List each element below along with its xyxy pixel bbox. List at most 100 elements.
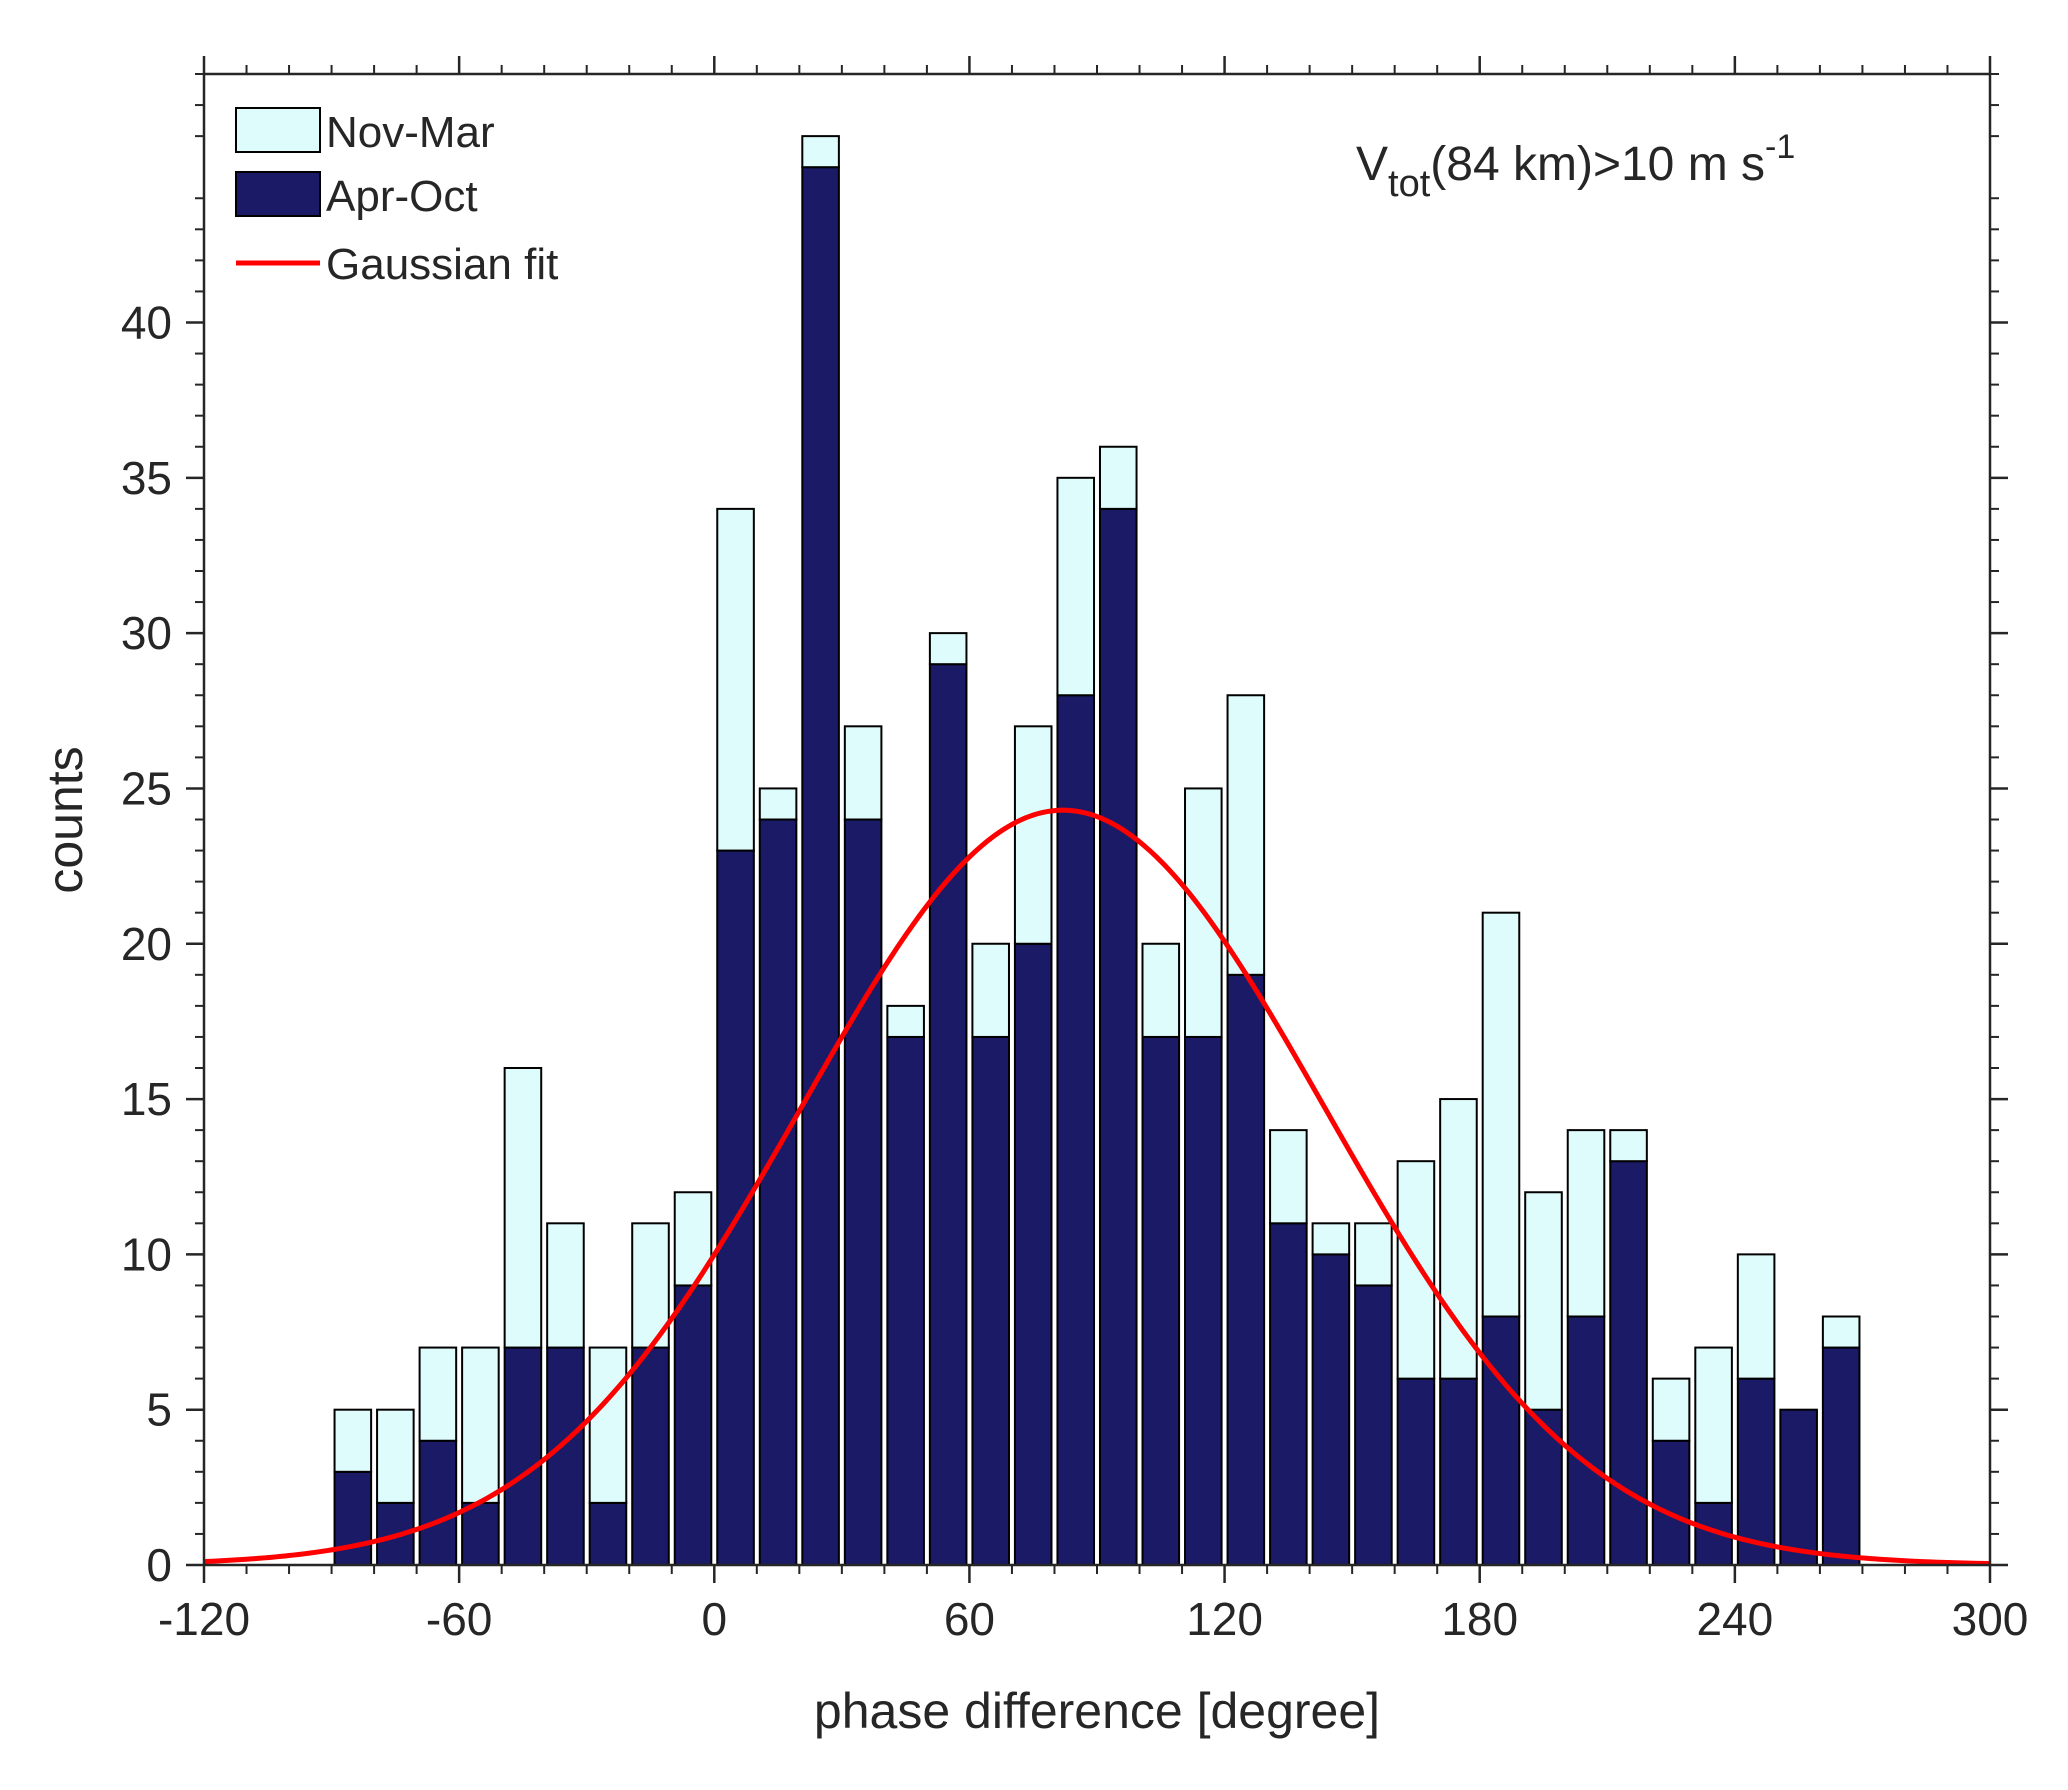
bar-apr-oct (1141, 1035, 1181, 1566)
bar-apr-oct (673, 1284, 713, 1566)
bar-apr-oct (1779, 1408, 1818, 1566)
bar-nov-mar (758, 787, 798, 821)
bar-nov-mar (1821, 1315, 1861, 1349)
y-tick-label: 20 (121, 918, 172, 970)
x-tick-label: 300 (1952, 1593, 2029, 1645)
x-tick-label: 120 (1186, 1593, 1263, 1645)
legend-label-apr-oct: Apr-Oct (326, 172, 478, 221)
legend-swatch-apr-oct (235, 171, 321, 217)
y-tick-label: 25 (121, 762, 172, 814)
x-tick-label: 180 (1441, 1593, 1518, 1645)
bar-apr-oct (1013, 942, 1053, 1566)
bar-apr-oct (1354, 1284, 1393, 1566)
legend-swatch-nov-mar (235, 107, 321, 153)
bar-apr-oct (1439, 1377, 1478, 1566)
bar-apr-oct (503, 1346, 543, 1566)
bar-nov-mar (1354, 1222, 1393, 1287)
annotation-text: (84 km)>10 m s (1430, 138, 1765, 191)
bar-apr-oct (631, 1346, 670, 1566)
x-tick-label: -60 (426, 1593, 492, 1645)
bar-apr-oct (1269, 1222, 1308, 1566)
y-tick-label: 10 (121, 1228, 172, 1280)
bar-apr-oct (461, 1501, 500, 1566)
bar-apr-oct (546, 1346, 585, 1566)
bar-apr-oct (1651, 1439, 1691, 1566)
bar-apr-oct (886, 1035, 925, 1566)
x-tick-label: 0 (701, 1593, 727, 1645)
bar-nov-mar (843, 725, 883, 821)
bar-nov-mar (1311, 1222, 1351, 1256)
major-ticks (186, 56, 2008, 1583)
bar-apr-oct (1226, 973, 1266, 1566)
bar-apr-oct (1524, 1408, 1563, 1566)
bar-nov-mar (1141, 942, 1181, 1038)
bar-apr-oct (758, 818, 798, 1566)
bar-nov-mar (461, 1346, 500, 1504)
plot-frame (202, 72, 1992, 1567)
bar-nov-mar (716, 507, 755, 852)
bar-apr-oct (333, 1470, 373, 1566)
bar-apr-oct (418, 1439, 458, 1566)
bar-apr-oct (1396, 1377, 1436, 1566)
plot-background (204, 74, 1990, 1565)
bar-nov-mar (376, 1408, 415, 1504)
bar-apr-oct (1056, 694, 1096, 1566)
bar-nov-mar (588, 1346, 628, 1504)
bar-nov-mar (333, 1408, 373, 1473)
bar-apr-oct (971, 1035, 1010, 1566)
gaussian-fit-curve (203, 807, 1991, 1567)
minor-ticks (195, 65, 1999, 1574)
bar-apr-oct (843, 818, 883, 1566)
bar-apr-oct (928, 663, 968, 1566)
x-tick-labels: -120 -60 0 60 120 180 240 300 (158, 1593, 2028, 1645)
bar-nov-mar (1736, 1253, 1776, 1380)
bars-nov-mar (333, 135, 1861, 1504)
bar-apr-oct (716, 849, 755, 1566)
bar-nov-mar (1694, 1346, 1733, 1504)
bar-nov-mar (1609, 1129, 1648, 1163)
annotation-subscript: tot (1388, 163, 1431, 205)
annotation-superscript: -1 (1765, 128, 1795, 166)
bar-apr-oct (1311, 1253, 1351, 1566)
y-axis-label: counts (37, 746, 93, 893)
bar-nov-mar (1269, 1129, 1308, 1225)
bar-apr-oct (1609, 1160, 1648, 1566)
bar-nov-mar (1226, 694, 1266, 976)
y-tick-label: 35 (121, 452, 172, 504)
x-tick-label: 240 (1696, 1593, 1773, 1645)
bar-nov-mar (1396, 1160, 1436, 1380)
bar-nov-mar (418, 1346, 458, 1442)
bar-apr-oct (1821, 1346, 1861, 1566)
bar-nov-mar (971, 942, 1010, 1038)
bar-nov-mar (886, 1004, 925, 1038)
bar-apr-oct (1481, 1315, 1521, 1566)
y-tick-label: 30 (121, 607, 172, 659)
bar-nov-mar (503, 1067, 543, 1349)
bar-nov-mar (1566, 1129, 1606, 1318)
x-tick-label: 60 (944, 1593, 995, 1645)
bar-apr-oct (1184, 1035, 1223, 1566)
y-tick-labels: 0 5 10 15 20 25 30 35 40 (121, 297, 172, 1592)
bar-apr-oct (1736, 1377, 1776, 1566)
velocity-annotation: Vtot(84 km)>10 m s-1 (1356, 128, 1795, 205)
bar-apr-oct (588, 1501, 628, 1566)
bar-apr-oct (1566, 1315, 1606, 1566)
y-tick-label: 40 (121, 297, 172, 349)
x-axis-label: phase difference [degree] (814, 1683, 1380, 1739)
bar-nov-mar (1481, 911, 1521, 1318)
bar-nov-mar (1651, 1377, 1691, 1442)
bar-nov-mar (1098, 445, 1138, 510)
bar-nov-mar (1524, 1191, 1563, 1411)
bar-apr-oct (801, 166, 840, 1566)
bar-nov-mar (1056, 476, 1096, 697)
y-tick-label: 0 (146, 1539, 172, 1591)
bar-nov-mar (1439, 1098, 1478, 1380)
bar-nov-mar (801, 135, 840, 169)
legend-label-gaussian-fit: Gaussian fit (326, 240, 558, 289)
annotation-base: V (1356, 138, 1388, 191)
legend-label-nov-mar: Nov-Mar (326, 108, 495, 157)
bar-nov-mar (546, 1222, 585, 1349)
y-tick-label: 5 (146, 1384, 172, 1436)
legend: Nov-Mar Apr-Oct Gaussian fit (235, 107, 558, 289)
